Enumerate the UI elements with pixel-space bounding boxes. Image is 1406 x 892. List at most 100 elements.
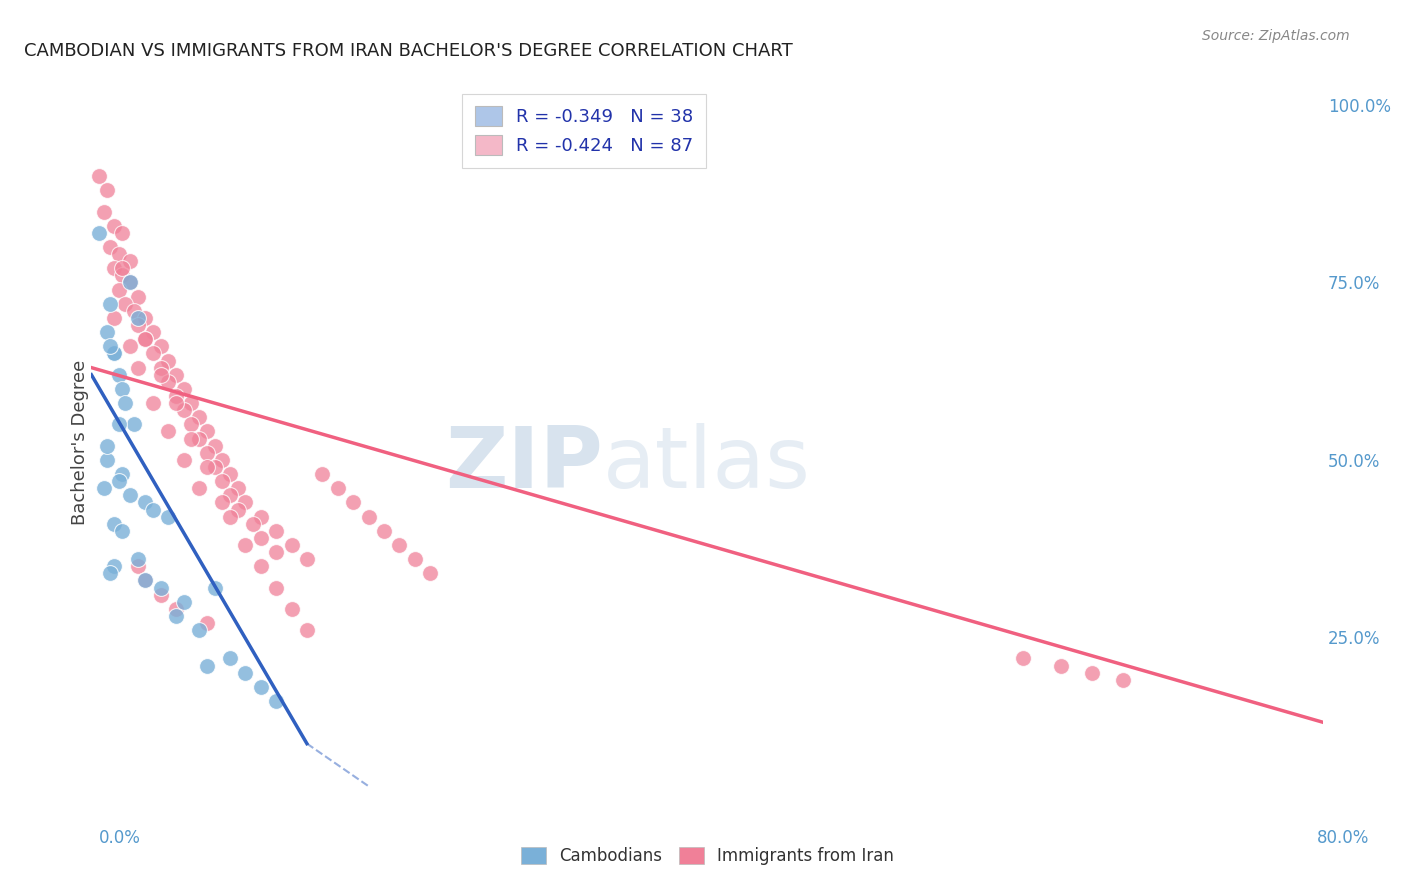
Point (96, 453, 118, 467)
Point (242, 516, 264, 531)
Point (134, 495, 156, 509)
Point (98, 240, 121, 254)
Point (180, 396, 202, 410)
Point (280, 602, 302, 616)
Point (149, 339, 172, 353)
Point (134, 310, 156, 325)
Point (98, 297, 121, 311)
Point (127, 559, 149, 574)
Point (111, 261, 134, 276)
Point (195, 446, 218, 460)
Point (1050, 658, 1073, 673)
Text: atlas: atlas (603, 423, 810, 506)
Point (127, 310, 149, 325)
Point (195, 615, 218, 630)
Point (264, 545, 287, 559)
Point (1012, 651, 1035, 665)
Point (165, 368, 187, 382)
Point (195, 425, 218, 439)
Point (111, 524, 134, 538)
Point (118, 488, 141, 502)
Point (1112, 673, 1135, 687)
Point (373, 524, 395, 538)
Point (96, 325, 118, 339)
Point (127, 360, 149, 375)
Point (264, 581, 287, 595)
Point (204, 439, 226, 453)
Text: ZIP: ZIP (444, 423, 603, 506)
Point (165, 389, 187, 403)
Point (219, 467, 242, 481)
Point (108, 283, 131, 297)
Point (295, 552, 318, 566)
Point (219, 488, 242, 502)
Point (249, 509, 271, 524)
Point (114, 297, 136, 311)
Point (103, 516, 125, 531)
Point (108, 247, 131, 261)
Legend: R = -0.349   N = 38, R = -0.424   N = 87: R = -0.349 N = 38, R = -0.424 N = 87 (463, 94, 706, 168)
Point (127, 290, 149, 304)
Point (165, 396, 187, 410)
Point (173, 595, 195, 609)
Point (264, 524, 287, 538)
Point (157, 509, 180, 524)
Point (134, 574, 156, 588)
Point (157, 425, 180, 439)
Point (149, 360, 172, 375)
Point (188, 623, 211, 637)
Point (142, 502, 165, 516)
Point (157, 375, 180, 389)
Point (98, 566, 121, 581)
Text: 0.0%: 0.0% (98, 829, 141, 847)
Point (114, 396, 136, 410)
Text: 80.0%: 80.0% (1316, 829, 1369, 847)
Point (103, 219, 125, 233)
Point (124, 417, 146, 432)
Point (211, 453, 233, 467)
Point (111, 467, 134, 481)
Point (173, 403, 195, 417)
Point (108, 368, 131, 382)
Point (165, 608, 187, 623)
Point (118, 276, 141, 290)
Point (108, 474, 131, 488)
Point (188, 481, 211, 495)
Text: CAMBODIAN VS IMMIGRANTS FROM IRAN BACHELOR'S DEGREE CORRELATION CHART: CAMBODIAN VS IMMIGRANTS FROM IRAN BACHEL… (24, 42, 793, 60)
Point (249, 531, 271, 545)
Point (180, 417, 202, 432)
Point (142, 325, 165, 339)
Point (118, 276, 141, 290)
Point (98, 339, 121, 353)
Point (211, 474, 233, 488)
Point (103, 346, 125, 360)
Point (173, 453, 195, 467)
Point (96, 183, 118, 197)
Point (388, 538, 411, 552)
Point (118, 339, 141, 353)
Point (87, 169, 110, 183)
Point (96, 439, 118, 453)
Point (127, 318, 149, 332)
Point (249, 559, 271, 574)
Point (326, 481, 349, 495)
Point (108, 417, 131, 432)
Point (249, 680, 271, 694)
Point (226, 502, 249, 516)
Point (233, 538, 256, 552)
Point (204, 459, 226, 474)
Point (211, 495, 233, 509)
Point (134, 332, 156, 346)
Point (142, 346, 165, 360)
Point (195, 459, 218, 474)
Point (342, 495, 364, 509)
Point (111, 226, 134, 240)
Point (149, 581, 172, 595)
Point (1081, 665, 1104, 680)
Point (264, 694, 287, 708)
Point (124, 303, 146, 318)
Point (233, 495, 256, 509)
Point (134, 574, 156, 588)
Point (219, 651, 242, 665)
Point (188, 432, 211, 446)
